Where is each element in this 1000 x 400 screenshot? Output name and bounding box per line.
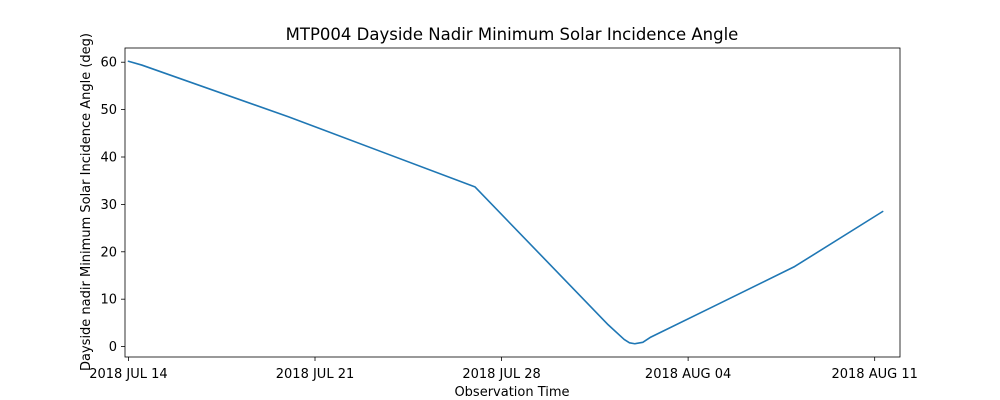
y-tick-label: 60 [100, 56, 117, 71]
y-axis-label: Dayside nadir Minimum Solar Incidence An… [79, 33, 94, 371]
y-tick-label: 0 [109, 340, 117, 355]
y-tick-label: 20 [100, 245, 117, 260]
y-tick-label: 40 [100, 151, 117, 166]
plot-frame [124, 47, 901, 358]
y-tick-label: 50 [100, 103, 117, 118]
x-tick-label: 2018 AUG 11 [831, 367, 917, 382]
series-line-0 [127, 60, 884, 345]
x-tick-label: 2018 JUL 28 [462, 367, 540, 382]
y-tick-label: 30 [100, 198, 117, 213]
x-tick-label: 2018 JUL 14 [89, 367, 167, 382]
chart-title: MTP004 Dayside Nadir Minimum Solar Incid… [286, 25, 739, 44]
plot-area: 0 10 20 30 40 50 60 2018 JUL 14 2018 JUL 21 2018 … [89, 47, 918, 382]
y-tick-label: 10 [100, 293, 117, 308]
x-axis-label: Observation Time [454, 385, 569, 400]
x-tick-label: 2018 AUG 04 [645, 367, 731, 382]
x-tick-label: 2018 JUL 21 [276, 367, 354, 382]
